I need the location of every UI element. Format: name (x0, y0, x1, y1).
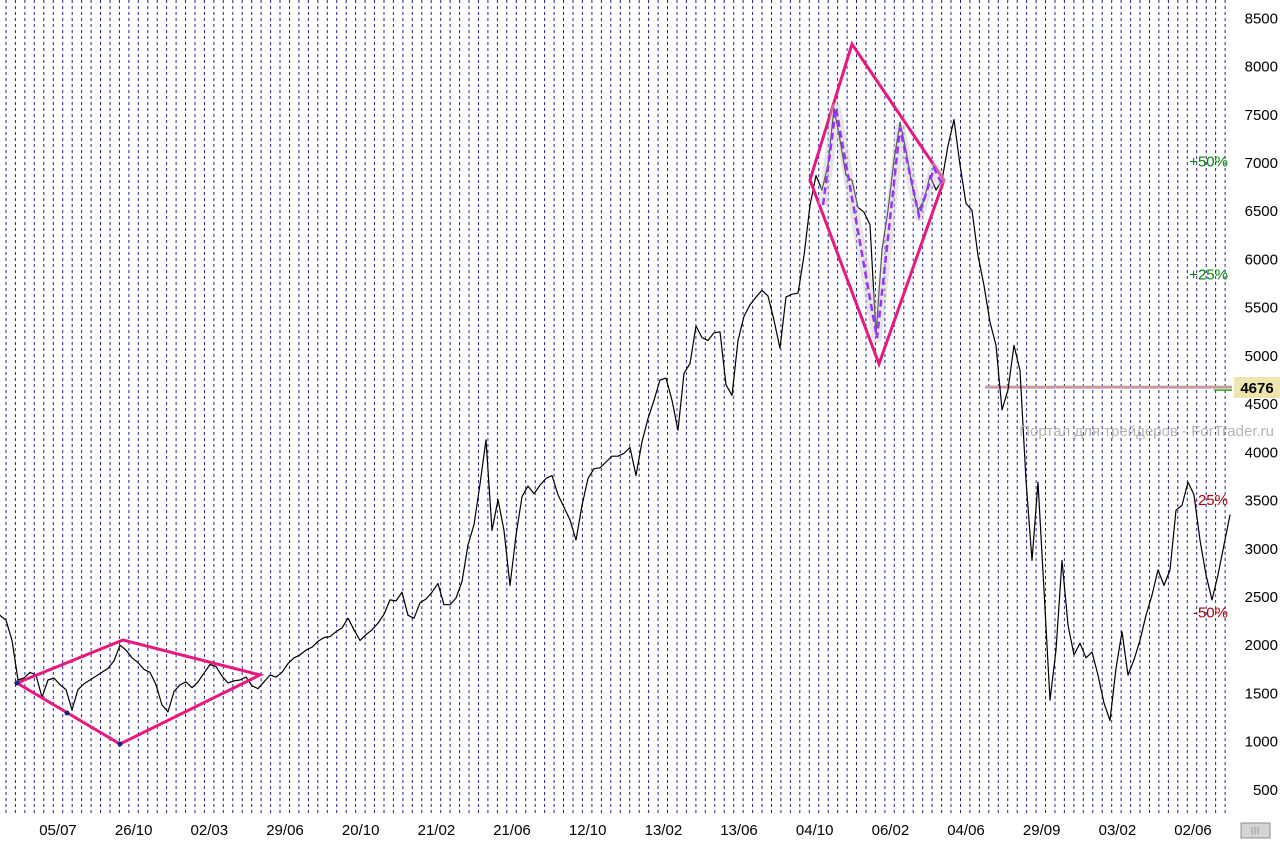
percent-level-label: +50% (1189, 154, 1228, 171)
chart-patterns (13, 40, 947, 747)
y-tick-label: 500 (1253, 782, 1278, 799)
x-tick-label: 29/06 (266, 822, 304, 839)
x-tick-label: 03/02 (1099, 822, 1137, 839)
x-tick-label: 29/09 (1023, 822, 1061, 839)
current-value-label: 4676 (1240, 380, 1273, 397)
wave-highlight (818, 103, 947, 343)
x-tick-label: 02/03 (191, 822, 229, 839)
x-tick-label: 20/10 (342, 822, 380, 839)
y-tick-label: 2000 (1245, 637, 1278, 654)
x-tick-label: 13/02 (645, 822, 683, 839)
price-series (0, 107, 1231, 722)
pattern-point (64, 710, 70, 716)
scrollbar[interactable] (1240, 822, 1271, 839)
pattern-point (117, 741, 123, 747)
y-tick-label: 8500 (1245, 10, 1278, 27)
wave-dashed-line (821, 107, 944, 339)
percent-level-label: -25% (1193, 492, 1228, 509)
pattern-point (14, 680, 20, 686)
y-axis: 8500 8000 7500 7000 6500 6000 5500 5000 4500 4000… (1245, 10, 1278, 799)
x-tick-label: 21/06 (493, 822, 531, 839)
diamond-pattern-left (13, 638, 265, 746)
x-tick-label: 04/06 (947, 822, 985, 839)
x-axis: 05/07 26/10 02/03 29/06 20/10 21/02 21/06 12/10… (39, 822, 1212, 839)
price-series-line (0, 107, 1231, 722)
x-tick-label: 02/06 (1174, 822, 1212, 839)
y-tick-label: 8000 (1245, 59, 1278, 76)
y-tick-label: 7000 (1245, 155, 1278, 172)
y-tick-label: 4000 (1245, 444, 1278, 461)
y-tick-label: 3500 (1245, 493, 1278, 510)
x-tick-label: 06/02 (872, 822, 910, 839)
percent-levels: +50% +25% -25% -50% (1189, 154, 1228, 622)
y-tick-label: 3000 (1245, 541, 1278, 558)
x-tick-label: 26/10 (115, 822, 153, 839)
y-tick-label: 1500 (1245, 686, 1278, 703)
y-tick-label: 7500 (1245, 107, 1278, 124)
y-tick-label: 2500 (1245, 589, 1278, 606)
y-tick-label: 1000 (1245, 734, 1278, 751)
x-tick-label: 04/10 (796, 822, 834, 839)
y-tick-label: 5500 (1245, 300, 1278, 317)
y-tick-label: 5000 (1245, 348, 1278, 365)
x-tick-label: 13/06 (720, 822, 758, 839)
x-tick-label: 21/02 (418, 822, 456, 839)
watermark-text: Портал для трейдеров - ForTrader.ru (1019, 423, 1274, 440)
percent-level-label: -50% (1193, 605, 1228, 622)
current-value-marker: 4676 (1234, 377, 1280, 398)
diamond-pattern-top (808, 40, 946, 369)
current-value-level (985, 385, 1232, 391)
y-tick-label: 4500 (1245, 396, 1278, 413)
percent-level-label: +25% (1189, 266, 1228, 283)
x-tick-label: 12/10 (569, 822, 607, 839)
vertical-grid (5, 0, 1226, 815)
y-tick-label: 6500 (1245, 203, 1278, 220)
current-value-box (1234, 377, 1280, 398)
x-tick-label: 05/07 (39, 822, 77, 839)
y-tick-label: 6000 (1245, 251, 1278, 268)
